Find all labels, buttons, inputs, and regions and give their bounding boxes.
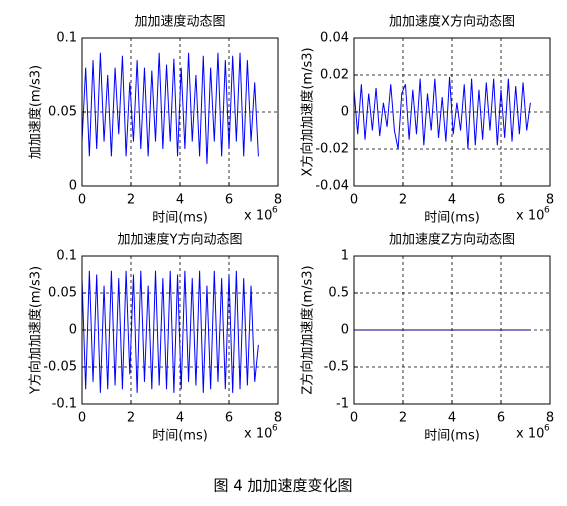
y-tick-label: 0 (341, 105, 349, 120)
y-tick-label: 0.05 (48, 105, 77, 120)
x-scale-exponent: 6 (272, 424, 278, 434)
axes-box (81, 37, 279, 187)
x-tick-label: 6 (497, 193, 505, 208)
y-tick-label: 0.02 (320, 68, 349, 83)
y-tick-label: 0 (69, 323, 77, 338)
axes-box (353, 255, 551, 405)
x-tick-label: 8 (274, 411, 282, 426)
axes-box (353, 37, 551, 187)
x-tick-label: 2 (127, 193, 135, 208)
y-tick-label: 1 (341, 249, 349, 264)
x-tick-label: 4 (176, 411, 184, 426)
figure-caption: 图 4 加加速度变化图 (213, 477, 352, 495)
x-scale-exponent: 6 (544, 206, 550, 216)
y-tick-label: -1 (336, 397, 349, 412)
data-line (81, 270, 259, 393)
x-axis-label: 时间(ms) (152, 429, 208, 444)
x-tick-label: 4 (176, 193, 184, 208)
x-scale-label: x 10 (244, 427, 272, 442)
axes-box (81, 255, 279, 405)
y-axis-label: Y方向加加速度(m/s3) (28, 266, 44, 395)
chart-title: 加加速度动态图 (134, 14, 225, 30)
x-tick-label: 0 (78, 193, 86, 208)
y-axis-label: Z方向加加速度(m/s3) (300, 265, 316, 394)
x-tick-label: 2 (399, 411, 407, 426)
y-axis-label: 加加速度(m/s3) (28, 65, 44, 159)
x-tick-label: 0 (350, 411, 358, 426)
x-scale-exponent: 6 (272, 206, 278, 216)
x-tick-label: 4 (448, 411, 456, 426)
x-scale-label: x 10 (244, 209, 272, 224)
x-tick-label: 0 (78, 411, 86, 426)
x-tick-label: 6 (497, 411, 505, 426)
x-tick-label: 8 (274, 193, 282, 208)
x-tick-label: 8 (546, 411, 554, 426)
x-tick-label: 0 (350, 193, 358, 208)
chart-title: 加加速度Y方向动态图 (118, 232, 243, 248)
y-tick-label: 0.1 (56, 31, 77, 46)
data-line (353, 76, 531, 150)
x-scale-exponent: 6 (544, 424, 550, 434)
x-tick-label: 2 (399, 193, 407, 208)
x-tick-label: 8 (546, 193, 554, 208)
x-axis-label: 时间(ms) (424, 429, 480, 444)
x-tick-label: 6 (225, 411, 233, 426)
x-scale-label: x 10 (516, 209, 544, 224)
y-tick-label: -0.05 (43, 360, 77, 375)
x-axis-label: 时间(ms) (152, 211, 208, 226)
x-axis-label: 时间(ms) (424, 211, 480, 226)
y-tick-label: -0.5 (324, 360, 349, 375)
data-line (81, 52, 259, 164)
y-tick-label: -0.04 (315, 179, 349, 194)
y-tick-label: -0.1 (52, 397, 77, 412)
x-scale-label: x 10 (516, 427, 544, 442)
x-tick-label: 6 (225, 193, 233, 208)
y-tick-label: 0.05 (48, 286, 77, 301)
chart-title: 加加速度X方向动态图 (389, 14, 515, 30)
y-tick-label: 0.04 (320, 31, 349, 46)
y-axis-label: X方向加加速度(m/s3) (300, 47, 316, 176)
y-tick-label: 0.5 (328, 286, 349, 301)
y-tick-label: 0.1 (56, 249, 77, 264)
y-tick-label: 0 (69, 179, 77, 194)
x-tick-label: 2 (127, 411, 135, 426)
y-tick-label: 0 (341, 323, 349, 338)
y-tick-label: -0.02 (315, 142, 349, 157)
x-tick-label: 4 (448, 193, 456, 208)
chart-title: 加加速度Z方向动态图 (389, 232, 515, 248)
